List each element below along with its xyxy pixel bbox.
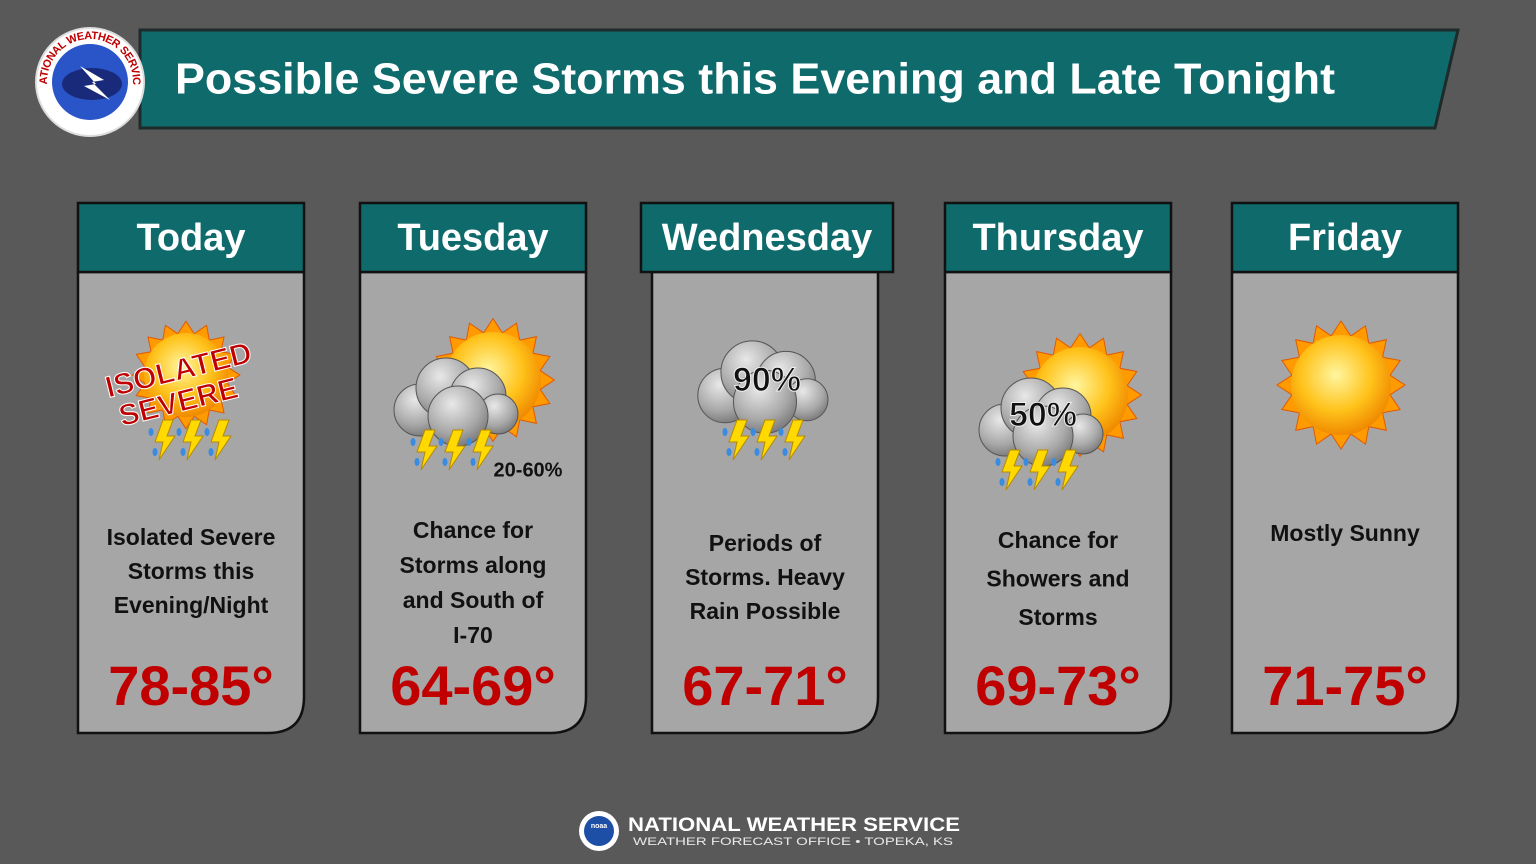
description-line: and South of: [403, 587, 544, 613]
lightning-bolt: [444, 429, 466, 471]
rain-drop: [726, 448, 732, 456]
lightning-bolt: [472, 429, 494, 471]
footer-title: NATIONAL WEATHER SERVICE: [628, 815, 960, 836]
lightning-bolt: [210, 419, 232, 461]
rain-drop: [1055, 478, 1061, 486]
rain-drop: [995, 458, 1001, 466]
rain-drop: [410, 438, 416, 446]
footer-subtitle: WEATHER FORECAST OFFICE • TOPEKA, KS: [633, 836, 953, 848]
description-line: Mostly Sunny: [1270, 520, 1420, 546]
description-line: Showers and: [986, 566, 1129, 592]
card-header: [639, 201, 895, 274]
sun: [1291, 335, 1391, 435]
description-line: Chance for: [998, 527, 1118, 553]
lightning-bolt: [756, 419, 778, 461]
rain-drop: [754, 448, 760, 456]
day-name: Wednesday: [662, 217, 872, 259]
lightning-bolt: [728, 419, 750, 461]
description-line: Storms this: [128, 558, 255, 584]
noaa-logo-text: noaa: [591, 823, 607, 830]
temperature: 78-85°: [108, 654, 274, 717]
rain-drop: [442, 458, 448, 466]
description-line: Storms along: [400, 552, 547, 578]
cloud: [978, 377, 1104, 467]
logo-bolt: [80, 66, 110, 100]
temperature: 64-69°: [390, 654, 556, 717]
rain-drop: [466, 438, 472, 446]
icon-label: 90%: [733, 361, 801, 399]
temperature: 69-73°: [975, 654, 1141, 717]
rain-drop: [1051, 458, 1057, 466]
cloud: [697, 340, 829, 434]
lightning-bolt: [1057, 449, 1079, 491]
description-line: Storms: [1018, 604, 1097, 630]
noaa-logo-inner: [584, 816, 614, 846]
weather-icon: [978, 332, 1143, 491]
rain-drop: [470, 458, 476, 466]
icon-label: 50%: [1009, 396, 1077, 434]
lightning-bolt: [1001, 449, 1023, 491]
card-body: [76, 270, 306, 735]
day-card: Friday Mostly Sunny 71-75°: [1230, 201, 1460, 735]
rain-drop: [778, 428, 784, 436]
day-card: Tuesday 20-60% Chance for Storms along and S…: [358, 201, 588, 735]
lightning-bolt: [784, 419, 806, 461]
temperature: 71-75°: [1262, 654, 1428, 717]
card-header: [76, 201, 306, 274]
day-name: Today: [136, 217, 245, 259]
day-name: Tuesday: [397, 217, 548, 259]
rain-drop: [1023, 458, 1029, 466]
rain-drop: [722, 428, 728, 436]
sun: [144, 333, 228, 417]
rain-drop: [438, 438, 444, 446]
lightning-bolt: [182, 419, 204, 461]
rain-drop: [148, 428, 154, 436]
description-line: Isolated Severe: [107, 524, 276, 550]
lightning-bolt: [1029, 449, 1051, 491]
day-name: Friday: [1288, 217, 1402, 259]
lightning-bolt: [416, 429, 438, 471]
weather-icon: [393, 317, 556, 471]
rain-drop: [208, 448, 214, 456]
cloud: [393, 357, 519, 447]
description-line: Evening/Night: [114, 592, 269, 618]
rain-drop: [999, 478, 1005, 486]
description-line: I-70: [453, 622, 493, 648]
icon-label: 20-60%: [494, 459, 563, 481]
day-card: Thursday 50% Chance for Showers and Storms 69…: [943, 201, 1173, 735]
card-header: [1230, 201, 1460, 274]
day-card: Wednesday 90% Periods of Storms. Heavy Rain …: [639, 201, 895, 735]
card-header: [358, 201, 588, 274]
description-line: Rain Possible: [690, 598, 841, 624]
description-line: Storms. Heavy: [685, 564, 845, 590]
weather-icon: [1276, 320, 1406, 450]
temperature: 67-71°: [682, 654, 848, 717]
logo-cloud: [62, 68, 122, 100]
rain-drop: [750, 428, 756, 436]
weather-icon: [697, 340, 829, 461]
footer: noaa NATIONAL WEATHER SERVICE WEATHER FO…: [579, 811, 960, 851]
rain-drop: [414, 458, 420, 466]
rain-drop: [180, 448, 186, 456]
rain-drop: [152, 448, 158, 456]
title: Possible Severe Storms this Evening and …: [175, 55, 1335, 104]
description-line: Chance for: [413, 517, 533, 543]
day-name: Thursday: [972, 217, 1143, 259]
lightning-bolt: [154, 419, 176, 461]
weather-icon: [131, 320, 241, 461]
rain-drop: [204, 428, 210, 436]
rain-drop: [1027, 478, 1033, 486]
description-line: Periods of: [709, 530, 822, 556]
rain-drop: [176, 428, 182, 436]
card-header: [943, 201, 1173, 274]
rain-drop: [782, 448, 788, 456]
